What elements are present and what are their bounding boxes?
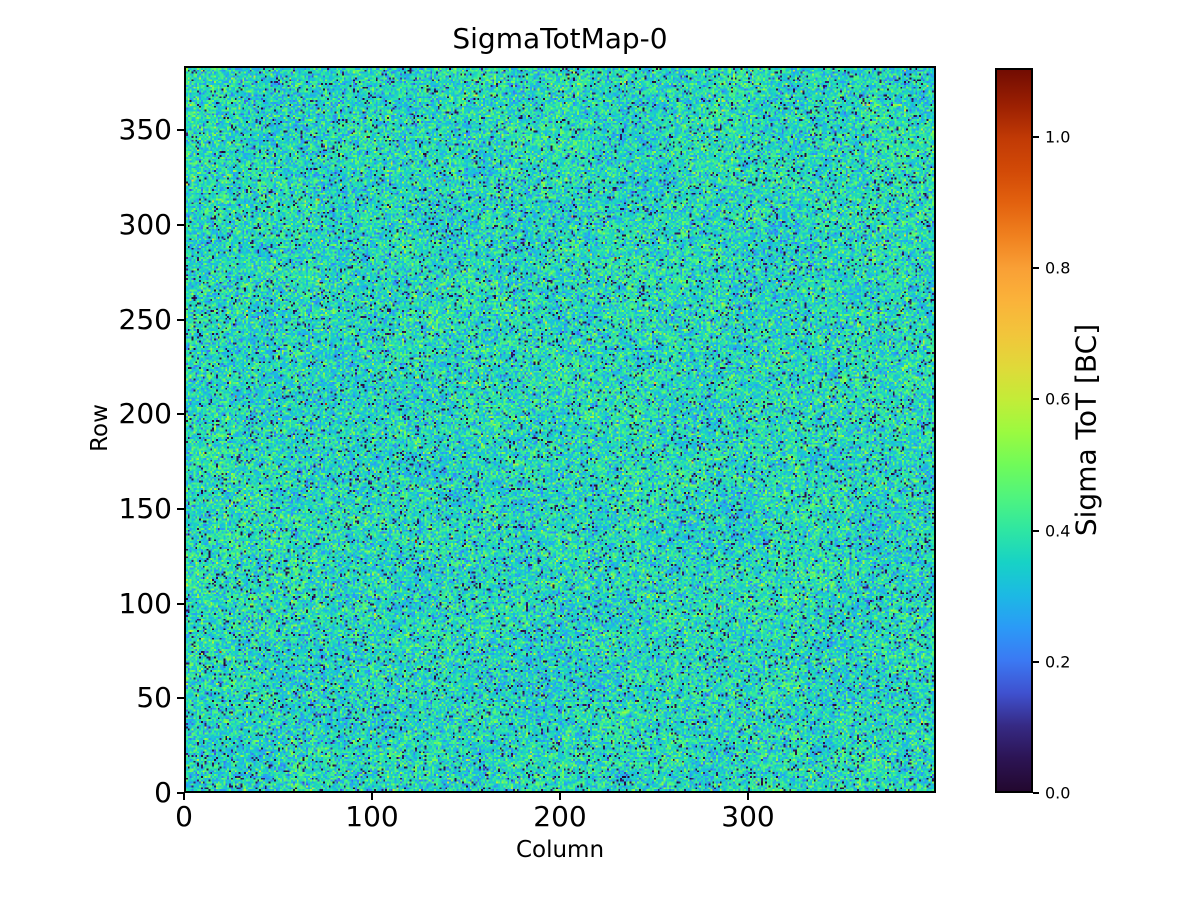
x-tick-label: 300 — [721, 800, 775, 833]
x-tick-mark — [559, 793, 561, 800]
y-tick-mark — [177, 697, 184, 700]
colorbar-tick-mark — [1033, 398, 1039, 401]
colorbar-tick-mark — [1033, 529, 1039, 532]
colorbar-tick-label: 0.0 — [1045, 783, 1071, 803]
y-tick-mark — [177, 508, 184, 511]
x-tick-mark — [183, 793, 185, 800]
y-tick-mark — [177, 318, 184, 321]
colorbar-tick-label: 0.8 — [1045, 258, 1071, 278]
heatmap-canvas — [184, 66, 936, 793]
x-tick-mark — [747, 793, 749, 800]
y-tick-label: 200 — [118, 397, 172, 431]
x-tick-label: 100 — [345, 800, 399, 833]
y-tick-label: 300 — [118, 207, 172, 241]
colorbar-tick-label: 0.4 — [1045, 521, 1071, 541]
colorbar-tick-mark — [1033, 135, 1039, 138]
y-tick-mark — [177, 602, 184, 605]
y-tick-label: 100 — [118, 586, 172, 620]
colorbar — [995, 68, 1033, 793]
colorbar-tick-label: 1.0 — [1045, 127, 1071, 147]
colorbar-label: Sigma ToT [BC] — [1069, 323, 1103, 537]
y-tick-label: 50 — [136, 681, 172, 715]
x-tick-label: 200 — [533, 800, 587, 833]
y-tick-label: 0 — [154, 775, 172, 809]
x-tick-label: 0 — [175, 800, 193, 833]
y-tick-label: 150 — [118, 491, 172, 525]
plot-title: SigmaTotMap-0 — [452, 22, 668, 55]
y-axis-label: Row — [87, 404, 113, 452]
y-tick-mark — [177, 413, 184, 416]
colorbar-tick-mark — [1033, 792, 1039, 794]
colorbar-tick-mark — [1033, 267, 1039, 270]
y-tick-label: 250 — [118, 302, 172, 336]
y-tick-mark — [177, 792, 184, 794]
colorbar-tick-mark — [1033, 660, 1039, 663]
x-axis-label: Column — [515, 837, 605, 863]
y-tick-mark — [177, 224, 184, 227]
y-tick-label: 350 — [118, 113, 172, 147]
x-tick-mark — [371, 793, 373, 800]
y-tick-mark — [177, 129, 184, 132]
colorbar-tick-label: 0.6 — [1045, 389, 1071, 409]
colorbar-tick-label: 0.2 — [1045, 652, 1071, 672]
